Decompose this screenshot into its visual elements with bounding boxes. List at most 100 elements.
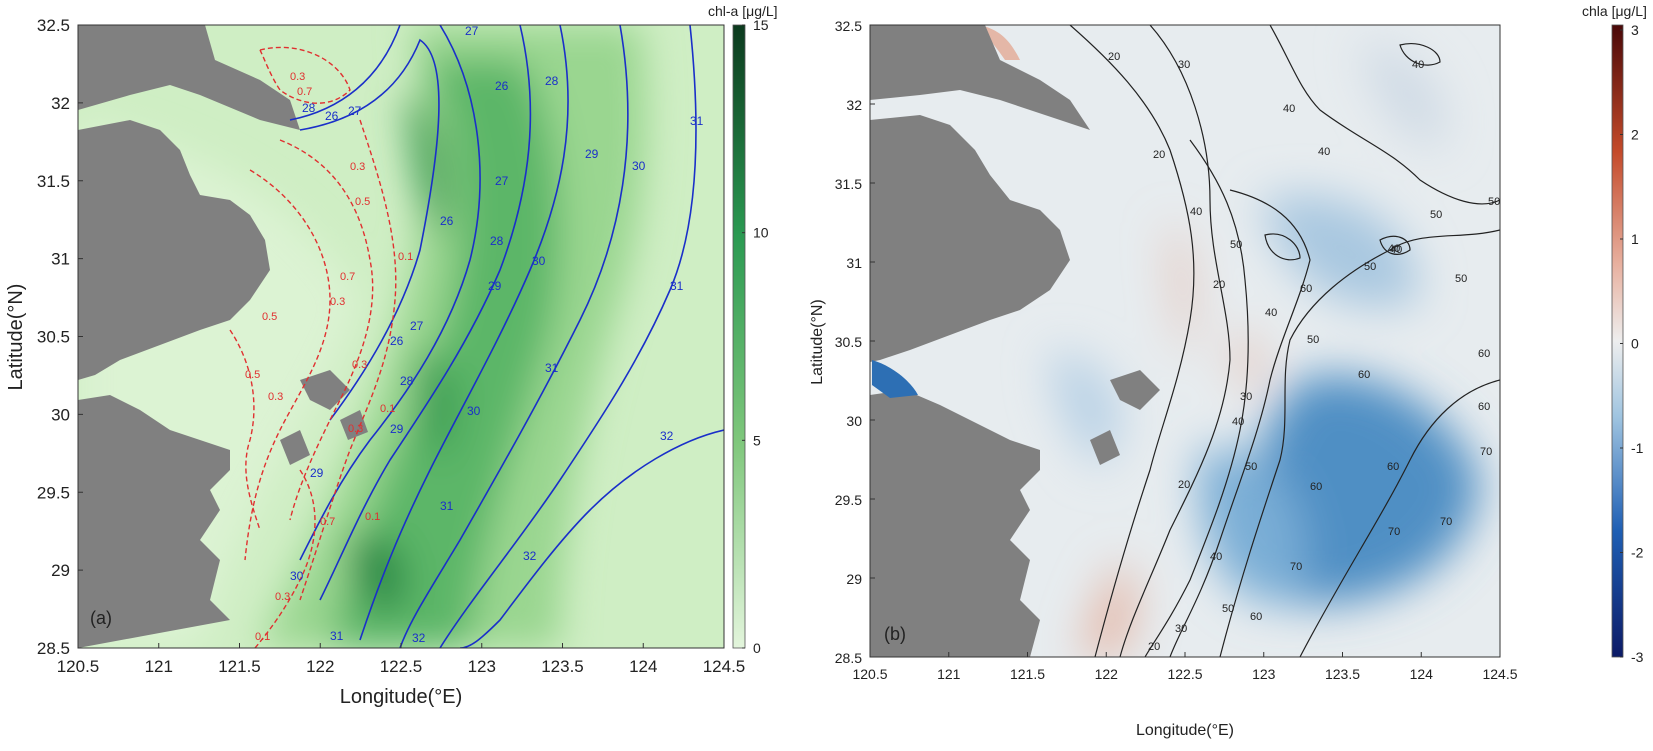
contour-label: 50 xyxy=(1222,603,1234,615)
land-delta xyxy=(78,120,270,380)
contour-label: 0.7 xyxy=(320,516,335,528)
panel-b-map: 20 30 20 40 40 40 50 50 50 50 40 40 50 4… xyxy=(870,25,1500,657)
contour-label: 30 xyxy=(1175,623,1187,635)
land-north xyxy=(870,25,1090,130)
x-tick-label: 122 xyxy=(306,657,334,676)
contour-label: 29 xyxy=(585,147,599,161)
colorbar-b xyxy=(1611,24,1624,658)
y-tick-label: 32 xyxy=(51,94,70,113)
contour-label: 26 xyxy=(390,334,404,348)
x-tick-label: 123 xyxy=(1252,666,1276,682)
contour-label: 0.5 xyxy=(245,369,260,381)
contour-label: 29 xyxy=(390,422,404,436)
x-tick-label: 120.5 xyxy=(57,657,100,676)
contour-label: 20 xyxy=(1148,641,1160,653)
island xyxy=(280,430,310,465)
contour-label: 0.1 xyxy=(255,631,270,643)
contour-label: 0.1 xyxy=(365,511,380,523)
contour-label: 70 xyxy=(1440,516,1452,528)
x-tick-labels: 120.5 121 121.5 122 122.5 123 123.5 124 124.5 xyxy=(57,643,745,676)
contour-label: 40 xyxy=(1190,206,1202,218)
contour-label: 20 xyxy=(1108,51,1120,63)
x-tick-label: 123.5 xyxy=(541,657,584,676)
contour-label: 60 xyxy=(1387,461,1399,473)
contour-label: 0.5 xyxy=(355,196,370,208)
y-tick-label: 29 xyxy=(51,561,70,580)
contour-label: 28 xyxy=(490,234,504,248)
contour-label: 0.5 xyxy=(262,311,277,323)
x-axis-label: Longitude(°E) xyxy=(340,686,463,708)
y-tick-label: 28.5 xyxy=(835,650,862,666)
land-delta xyxy=(870,115,1070,362)
contour-label: 0.7 xyxy=(297,86,312,98)
contour-label: 70 xyxy=(1480,446,1492,458)
y-tick-label: 32.5 xyxy=(37,16,70,35)
contour-label: 26 xyxy=(325,109,339,123)
coastal-anomaly xyxy=(980,25,1020,60)
land-south xyxy=(870,390,1040,657)
y-tick-label: 29.5 xyxy=(835,492,862,508)
x-tick-label: 123.5 xyxy=(1325,666,1360,682)
y-tick-label: 32 xyxy=(846,97,862,113)
x-tick-label: 122.5 xyxy=(380,657,423,676)
contour-label: 60 xyxy=(1300,283,1312,295)
x-tick-label: 121.5 xyxy=(218,657,261,676)
panel-label: (b) xyxy=(884,624,906,644)
contour-label: 0.3 xyxy=(348,423,363,435)
panel-b: 20 30 20 40 40 40 50 50 50 50 40 40 50 4… xyxy=(809,3,1647,739)
contour-label: 60 xyxy=(1358,369,1370,381)
island xyxy=(1110,370,1160,410)
colorbar-tick-label: 0 xyxy=(1631,336,1639,352)
contour-label: 40 xyxy=(1265,307,1277,319)
colorbar-tick-label: 3 xyxy=(1631,22,1639,38)
contour-label: 30 xyxy=(1178,59,1190,71)
contour-label: 27 xyxy=(465,24,479,38)
contour-label: 40 xyxy=(1210,551,1222,563)
colorbar-b-ticks: -3 -2 -1 0 1 2 3 xyxy=(1620,22,1644,665)
x-tick-label: 120.5 xyxy=(852,666,887,682)
contour-label: 70 xyxy=(1290,561,1302,573)
contour-label: 27 xyxy=(495,174,509,188)
y-tick-labels: 28.5 29 29.5 30 30.5 31 31.5 32 32.5 xyxy=(37,16,83,658)
colorbar-a-title: chl-a [μg/L] xyxy=(708,3,778,19)
panel-label: (a) xyxy=(90,608,112,628)
contour-label: 50 xyxy=(1230,239,1242,251)
y-tick-label: 30.5 xyxy=(37,328,70,347)
contour-label: 60 xyxy=(1478,348,1490,360)
contour-labels-b: 20 30 20 40 40 40 50 50 50 50 40 40 50 4… xyxy=(1108,51,1500,653)
contour-label: 28 xyxy=(545,74,559,88)
contour-label: 50 xyxy=(1430,209,1442,221)
colorbar-tick-label: 0 xyxy=(753,640,761,656)
contour-label: 0.3 xyxy=(350,161,365,173)
panel-a: 26 27 28 27 26 26 27 28 29 30 31 31 30 2… xyxy=(5,3,778,708)
y-tick-label: 30 xyxy=(846,413,862,429)
y-tick-label: 29 xyxy=(846,571,862,587)
x-tick-label: 122 xyxy=(1095,666,1119,682)
x-tick-label: 124 xyxy=(1410,666,1434,682)
contour-labels-a: 26 27 28 27 26 26 27 28 29 30 31 31 30 2… xyxy=(245,24,704,645)
contour-label: 20 xyxy=(1153,149,1165,161)
x-tick-label: 124.5 xyxy=(1482,666,1517,682)
panel-a-map: 26 27 28 27 26 26 27 28 29 30 31 31 30 2… xyxy=(78,24,724,648)
contour-label: 50 xyxy=(1455,273,1467,285)
colorbar-tick-label: 2 xyxy=(1631,127,1639,143)
colorbar-tick-label: -3 xyxy=(1631,649,1644,665)
y-tick-label: 32.5 xyxy=(835,18,862,34)
coastal-anomaly xyxy=(872,360,918,398)
land-north xyxy=(78,25,300,130)
contour-label: 50 xyxy=(1488,196,1500,208)
contour-label: 0.1 xyxy=(398,251,413,263)
y-tick-label: 31 xyxy=(51,250,70,269)
x-tick-labels: 120.5 121 121.5 122 122.5 123 123.5 124 124.5 xyxy=(852,652,1518,682)
contour-label: 30 xyxy=(467,404,481,418)
contour-label: 27 xyxy=(348,104,362,118)
contour-label: 32 xyxy=(523,549,537,563)
contour-label: 31 xyxy=(440,499,454,513)
contour-label: 26 xyxy=(440,214,454,228)
y-tick-label: 31.5 xyxy=(37,172,70,191)
y-tick-label: 30.5 xyxy=(835,334,862,350)
contour-label: 40 xyxy=(1388,243,1400,255)
contour-label: 60 xyxy=(1310,481,1322,493)
contour-label: 32 xyxy=(660,429,674,443)
depth-isolines xyxy=(1069,25,1500,657)
